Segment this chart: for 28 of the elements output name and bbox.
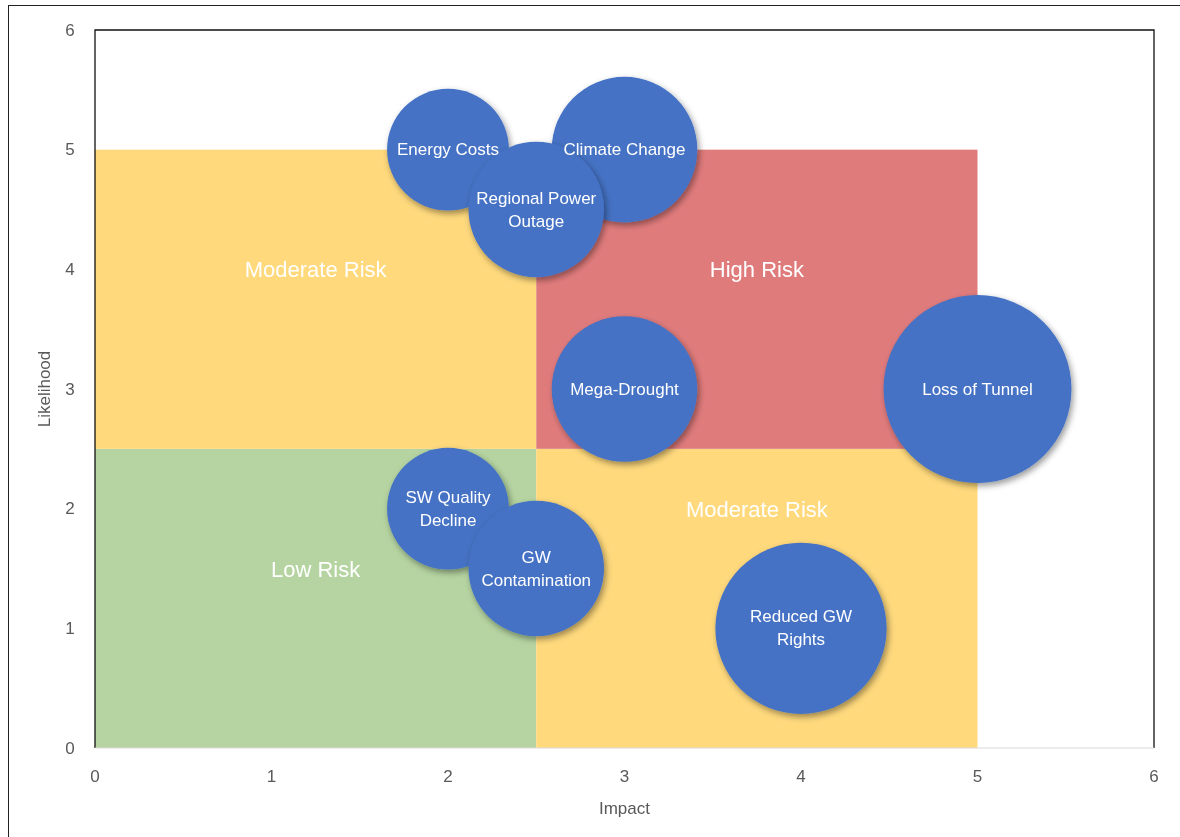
series-label: GW Contamination: [481, 547, 592, 590]
data-label: High Risk: [709, 256, 805, 282]
x-tick-label: 2: [443, 766, 453, 786]
y-tick-label: 1: [65, 618, 75, 638]
series-label: Regional Power Outage: [476, 188, 597, 231]
y-tick-label: 3: [65, 379, 75, 399]
y-tick-label: 6: [65, 20, 75, 40]
y-axis-title: Likelihood: [34, 350, 54, 428]
series-label: Climate Change: [563, 140, 686, 160]
y-tick-label: 5: [65, 140, 75, 160]
data-label: Moderate Risk: [685, 496, 829, 522]
y-tick-label: 4: [65, 259, 75, 279]
x-axis-title: Impact: [598, 798, 651, 818]
series-label: Reduced GW Rights: [749, 607, 853, 650]
series-label: Mega-Drought: [570, 379, 680, 399]
y-tick-label: 0: [65, 738, 75, 758]
y-tick-label: 2: [65, 499, 75, 519]
x-tick-label: 6: [1149, 766, 1159, 786]
x-tick-label: 4: [796, 766, 806, 786]
x-tick-label: 3: [619, 766, 630, 786]
series-label: SW Quality Decline: [405, 487, 491, 530]
series-label: Energy Costs: [396, 140, 500, 160]
data-label: Low Risk: [271, 556, 362, 581]
x-tick-label: 0: [90, 766, 100, 786]
data-label: Moderate Risk: [244, 256, 388, 282]
x-tick-label: 5: [972, 766, 983, 786]
x-tick-label: 1: [266, 766, 277, 786]
series-label: Loss of Tunnel: [922, 379, 1033, 399]
